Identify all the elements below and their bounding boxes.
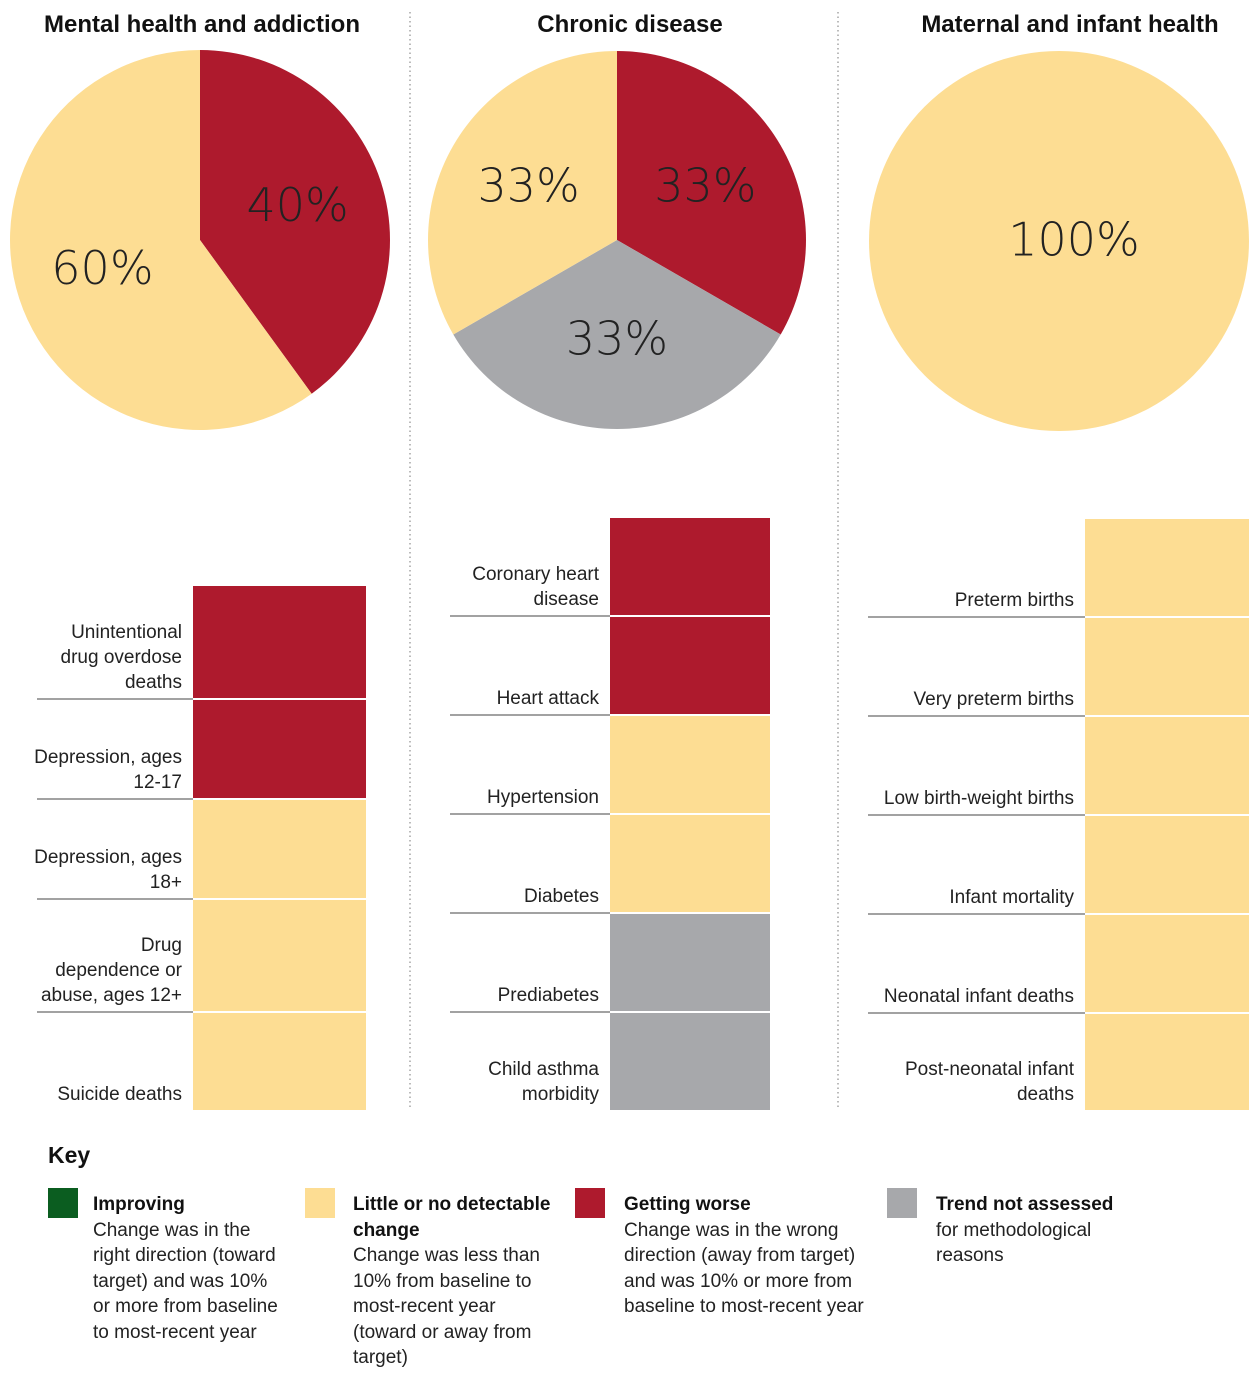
pie-slice [453,240,781,429]
pie-slice [428,51,617,335]
slice-label: 60% [51,241,153,295]
key-name: Little or no detectable change [353,1194,551,1241]
pie-slice [10,50,312,430]
key-description: Change was in the wrong direction (away … [624,1219,864,1318]
indicator-block [1085,915,1249,1012]
indicator-label: Depression, ages 12-17 [34,747,182,793]
key-description: for methodological reasons [936,1219,1092,1267]
pie-slice [200,50,391,394]
indicator-block [1085,618,1249,715]
indicator-label: Infant mortality [949,887,1074,908]
indicator-block [193,1013,366,1110]
indicator-label: Low birth-weight births [883,788,1074,809]
slice-label: 33% [654,158,756,212]
indicator-label: Post-neonatal infant deaths [904,1059,1074,1105]
indicator-label: Depression, ages 18+ [34,847,182,893]
indicator-block [610,1013,770,1110]
key-item: Improving Change was in the right directi… [93,1192,283,1345]
indicator-label: Preterm births [954,590,1074,611]
indicator-block [610,617,770,714]
indicator-label: Diabetes [524,886,599,907]
key-swatch [48,1188,78,1218]
slice-label: 33% [566,312,668,366]
key-item: Getting worse Change was in the wrong dir… [624,1192,874,1320]
key-name: Improving [93,1194,185,1215]
indicator-block [610,914,770,1011]
indicator-block [610,518,770,615]
indicator-block [193,586,366,698]
indicator-block [610,716,770,813]
indicator-label: Drug dependence or abuse, ages 12+ [40,935,182,1006]
chart-title: Maternal and infant health [921,11,1218,38]
indicator-block [193,700,366,798]
indicator-label: Suicide deaths [57,1084,182,1105]
indicator-label: Child asthma morbidity [488,1059,599,1105]
indicator-block [610,815,770,912]
indicator-block [1085,816,1249,913]
chart-title: Chronic disease [537,11,722,38]
pie-slice [869,51,1249,431]
key-swatch [887,1188,917,1218]
key-item: Little or no detectable change Change was… [353,1192,563,1371]
key-description: Change was less than 10% from baseline t… [353,1245,540,1368]
indicator-label: Neonatal infant deaths [883,986,1074,1007]
indicator-label: Very preterm births [913,689,1075,710]
chart-title: Mental health and addiction [44,11,360,38]
indicator-label: Heart attack [496,688,599,709]
indicator-block [1085,717,1249,814]
key-name: Getting worse [624,1194,751,1215]
key-description: Change was in the right direction (towar… [93,1219,278,1343]
indicator-block [1085,1014,1249,1110]
indicator-label: Hypertension [487,787,599,808]
key-swatch [305,1188,335,1218]
pie-slice [617,51,806,335]
indicator-block [1085,519,1249,616]
indicator-label: Coronary heart disease [472,564,599,610]
key-name: Trend not assessed [936,1194,1114,1215]
slice-label: 33% [477,158,579,212]
slice-label: 100% [1008,213,1140,267]
indicator-block [193,900,366,1011]
key-swatch [575,1188,605,1218]
indicator-label: Unintentional drug overdose deaths [60,622,182,693]
indicator-label: Prediabetes [497,985,599,1006]
indicator-block [193,800,366,898]
slice-label: 40% [246,178,348,232]
key-title: Key [48,1142,91,1168]
key-item: Trend not assessed for methodological rea… [936,1192,1156,1269]
